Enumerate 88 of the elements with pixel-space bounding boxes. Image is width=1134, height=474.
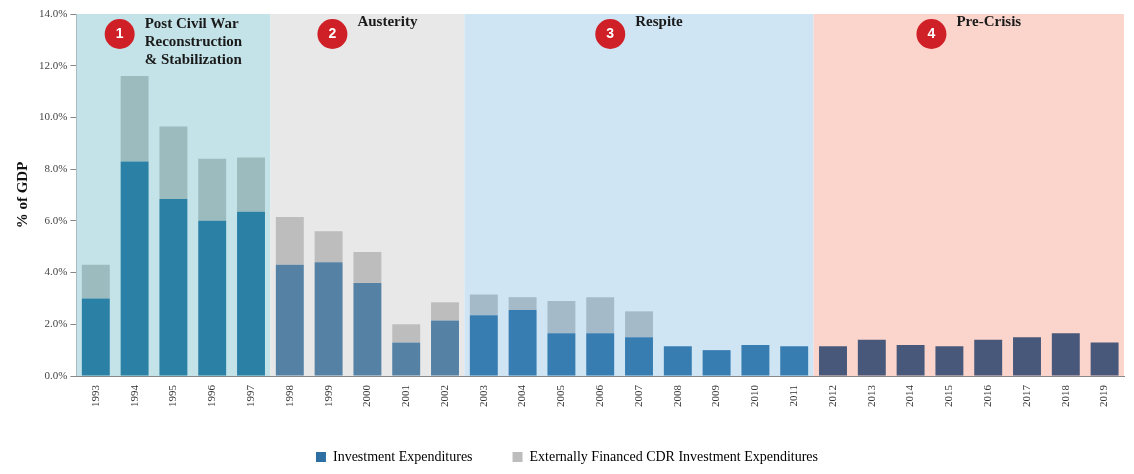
bar	[1090, 342, 1119, 376]
bar	[353, 251, 382, 283]
bar	[275, 264, 304, 376]
x-tick-label: 2014	[903, 384, 916, 407]
bar	[741, 344, 770, 376]
bar	[896, 344, 925, 376]
bar	[431, 320, 459, 376]
bar	[314, 262, 343, 376]
bar	[314, 231, 343, 263]
bar	[586, 297, 615, 334]
bar	[392, 324, 421, 343]
x-tick-label: 1995	[166, 384, 179, 407]
x-tick-label: 2005	[554, 384, 567, 407]
x-tick-label: 2010	[748, 384, 761, 407]
bar	[159, 198, 188, 376]
bar	[237, 157, 265, 212]
x-tick-label: 2004	[515, 384, 528, 407]
annotation: 1	[115, 24, 124, 41]
x-tick-label: 2001	[399, 385, 412, 407]
bar	[1051, 333, 1080, 376]
y-tick-label: 6.0%	[44, 213, 68, 226]
y-axis-title: % of GDP	[13, 161, 30, 229]
legend-label: Investment Expenditures	[332, 448, 473, 464]
x-tick-label: 1994	[127, 384, 140, 407]
x-tick-label: 1998	[282, 384, 295, 407]
bar	[547, 333, 576, 376]
bar	[198, 220, 227, 376]
x-tick-label: 1996	[205, 384, 218, 407]
bar	[81, 264, 110, 299]
bar	[780, 346, 809, 376]
bar	[237, 211, 265, 376]
x-tick-label: 2015	[942, 384, 955, 407]
bar	[275, 216, 304, 265]
x-tick-label: 1993	[88, 384, 101, 407]
y-tick-label: 4.0%	[44, 265, 68, 278]
y-tick-label: 10.0%	[38, 110, 68, 123]
bar	[392, 342, 421, 376]
bar	[857, 339, 886, 376]
x-tick-label: 1997	[243, 384, 256, 407]
bar	[586, 333, 615, 376]
bar	[120, 161, 149, 376]
y-tick-label: 8.0%	[44, 162, 68, 175]
bar	[469, 294, 498, 316]
bar	[81, 298, 110, 376]
bar	[508, 297, 537, 311]
x-tick-label: 2000	[360, 384, 373, 407]
y-tick-label: 0.0%	[44, 368, 68, 381]
legend-label: Externally Financed CDR Investment Expenditures	[529, 448, 819, 464]
band-label: Post Civil War Reconstruction & Stabilization	[144, 14, 243, 67]
bar	[819, 346, 847, 376]
bar	[508, 310, 537, 376]
annotation: 4	[927, 24, 936, 41]
x-tick-label: 2003	[476, 384, 489, 407]
bar	[547, 301, 576, 334]
bar	[198, 158, 227, 221]
x-tick-label: 2012	[825, 385, 838, 407]
bar	[935, 346, 964, 376]
bar	[1013, 337, 1041, 376]
bar	[469, 315, 498, 376]
bar	[625, 337, 653, 376]
bar	[159, 126, 188, 199]
bar	[663, 346, 692, 376]
annotation: 3	[606, 24, 615, 41]
band-label: Respite	[635, 12, 684, 29]
y-tick-label: 12.0%	[38, 58, 68, 71]
x-tick-label: 2019	[1097, 384, 1110, 407]
x-tick-label: 2008	[670, 384, 683, 407]
x-tick-label: 2018	[1058, 384, 1071, 407]
bar	[120, 76, 149, 162]
bar	[702, 350, 731, 376]
x-tick-label: 2002	[437, 385, 450, 407]
annotation: 2	[328, 24, 337, 41]
x-tick-label: 2017	[1019, 384, 1032, 407]
bar	[353, 282, 382, 376]
y-tick-label: 14.0%	[38, 6, 68, 19]
x-tick-label: 2011	[787, 385, 800, 407]
x-tick-label: 2006	[593, 384, 606, 407]
x-tick-label: 1999	[321, 384, 334, 407]
bar	[974, 339, 1003, 376]
x-tick-label: 2016	[981, 384, 994, 407]
y-tick-label: 2.0%	[44, 317, 68, 330]
band-label: Austerity	[357, 12, 418, 29]
x-tick-label: 2013	[864, 384, 877, 407]
band-label: Pre-Crisis	[956, 12, 1022, 29]
x-tick-label: 2009	[709, 384, 722, 407]
bar	[431, 302, 459, 321]
bar	[625, 311, 653, 338]
x-tick-label: 2007	[631, 384, 644, 407]
